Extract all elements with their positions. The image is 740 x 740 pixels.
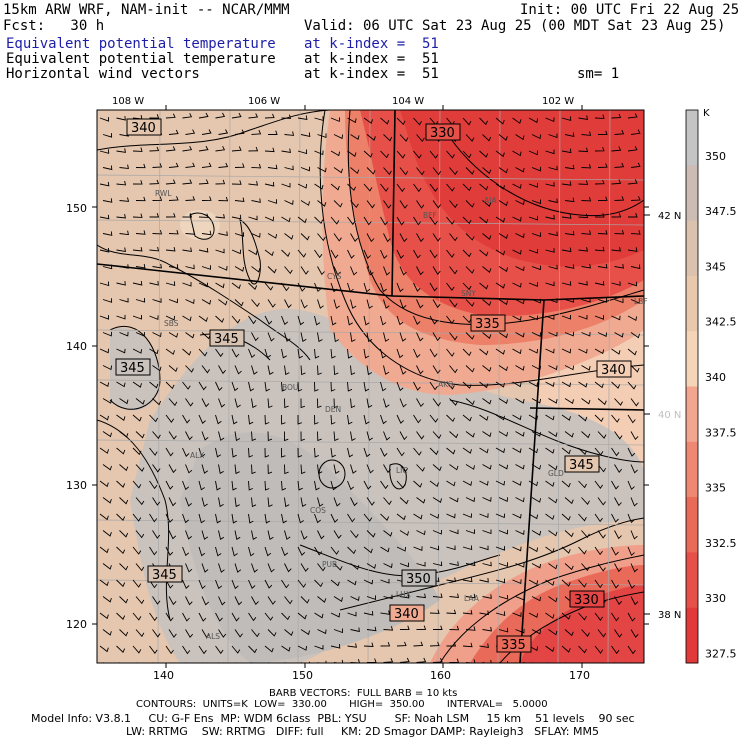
colorbar-unit: K: [703, 108, 710, 119]
contour-label-330-b: 330: [574, 593, 599, 608]
contour-label-335-b: 335: [501, 638, 526, 653]
contour-label-350: 350: [406, 572, 431, 587]
station-labels: RWL BFF AIA CYS SNY LBF SBS BOU AKO DEN …: [155, 189, 648, 641]
contour-label-340-c: 340: [394, 607, 419, 622]
station-bou: BOU: [282, 383, 298, 392]
station-alx: ALX: [190, 451, 204, 460]
colorbar-label: 327.5: [705, 647, 737, 660]
field-2-name: Equivalent potential temperature: [6, 51, 276, 67]
model-title: 15km ARW WRF, NAM-init -- NCAR/MMM: [3, 2, 290, 18]
station-bff: BFF: [423, 211, 437, 220]
x-tick-150: 150: [292, 669, 313, 682]
station-cos: COS: [310, 506, 326, 515]
x-tick-170: 170: [569, 669, 590, 682]
lon-label-104w: 104 W: [392, 96, 424, 107]
x-tick-140: 140: [153, 669, 174, 682]
contour-legend: CONTOURS: UNITS=K LOW= 330.00 HIGH= 350.…: [136, 699, 548, 710]
map-panel: 108 W 106 W 104 W 102 W 42 N 40 N 38 N 1…: [66, 96, 737, 682]
smoothing: sm= 1: [577, 66, 620, 82]
contour-label-345-b: 345: [120, 361, 145, 376]
station-den: DEN: [325, 405, 341, 414]
lat-label-42n: 42 N: [658, 211, 681, 222]
colorbar-segment: [686, 165, 698, 222]
station-lhx: LHX: [396, 590, 411, 599]
station-sbs: SBS: [164, 319, 179, 328]
colorbar-segment: [686, 386, 698, 443]
contour-label-345-a: 345: [214, 332, 239, 347]
station-pub: PUB: [322, 560, 337, 569]
contour-label-340-b: 340: [601, 363, 626, 378]
init-time: Init: 00 UTC Fri 22 Aug 25: [520, 2, 740, 18]
field-3-level: at k-index = 51: [304, 66, 439, 82]
colorbar-label: 332.5: [705, 537, 737, 550]
colorbar-label: 340: [705, 371, 726, 384]
station-als: ALS: [206, 632, 220, 641]
station-gld: GLD: [548, 469, 564, 478]
colorbar-label: 335: [705, 482, 726, 495]
contour-label-335-a: 335: [475, 317, 500, 332]
station-sny: SNY: [461, 289, 476, 298]
station-ako: AKO: [438, 380, 454, 389]
contour-label-340-a: 340: [131, 121, 156, 136]
colorbar-label: 337.5: [705, 426, 737, 439]
station-laa: LAA: [464, 594, 480, 603]
lon-label-106w: 106 W: [248, 96, 280, 107]
station-cys: CYS: [327, 272, 342, 281]
station-lic: LIC: [396, 466, 408, 475]
colorbar-segment: [686, 441, 698, 498]
model-info-line-2: LW: RRTMG SW: RRTMG DIFF: full KM: 2D Sm…: [126, 725, 599, 738]
station-aia: AIA: [484, 196, 497, 205]
field-2-level: at k-index = 51: [304, 51, 439, 67]
colorbar-segment: [686, 497, 698, 553]
field-1-name: Equivalent potential temperature: [6, 36, 276, 52]
colorbar-label: 347.5: [705, 205, 737, 218]
y-tick-140: 140: [66, 340, 87, 353]
contour-label-345-d: 345: [152, 568, 177, 583]
colorbar-segment: [686, 607, 698, 664]
x-tick-160: 160: [430, 669, 451, 682]
lat-label-38n: 38 N: [658, 610, 681, 621]
colorbar-segment: [686, 110, 698, 166]
contour-label-345-c: 345: [569, 458, 594, 473]
theta-e-fill: [97, 110, 644, 663]
lon-label-108w: 108 W: [112, 96, 144, 107]
colorbar-segment: [686, 552, 698, 609]
contour-labels: 340 330 345 335 345 340 345 345 350 340 …: [115, 118, 632, 653]
y-tick-150: 150: [66, 202, 87, 215]
colorbar-segment: [686, 220, 698, 277]
colorbar-label: 345: [705, 260, 726, 273]
contour-label-330-a: 330: [430, 126, 455, 141]
model-info-line-1: Model Info: V3.8.1 CU: G-F Ens MP: WDM 6…: [31, 712, 635, 725]
lat-label-40n: 40 N: [658, 410, 681, 421]
map-frame: [96, 109, 645, 664]
lon-label-102w: 102 W: [542, 96, 574, 107]
y-tick-120: 120: [66, 618, 87, 631]
colorbar-label: 330: [705, 592, 726, 605]
valid-time: Valid: 06 UTC Sat 23 Aug 25 (00 MDT Sat …: [304, 18, 726, 34]
y-tick-130: 130: [66, 479, 87, 492]
forecast-hour: Fcst: 30 h: [3, 18, 105, 34]
field-3-name: Horizontal wind vectors: [6, 66, 200, 82]
colorbar-segment: [686, 275, 698, 332]
station-lbf: LBF: [634, 297, 648, 306]
colorbar-segment: [686, 331, 698, 387]
station-rwl: RWL: [155, 189, 172, 198]
colorbar-label: 350: [705, 150, 726, 163]
colorbar-label: 342.5: [705, 316, 737, 329]
barb-legend: BARB VECTORS: FULL BARB = 10 kts: [269, 688, 458, 699]
field-1-level: at k-index = 51: [304, 36, 439, 52]
colorbar: K 350 347.5 345 342.5 340 337.5 335 332.5 330 327…: [685, 108, 737, 664]
